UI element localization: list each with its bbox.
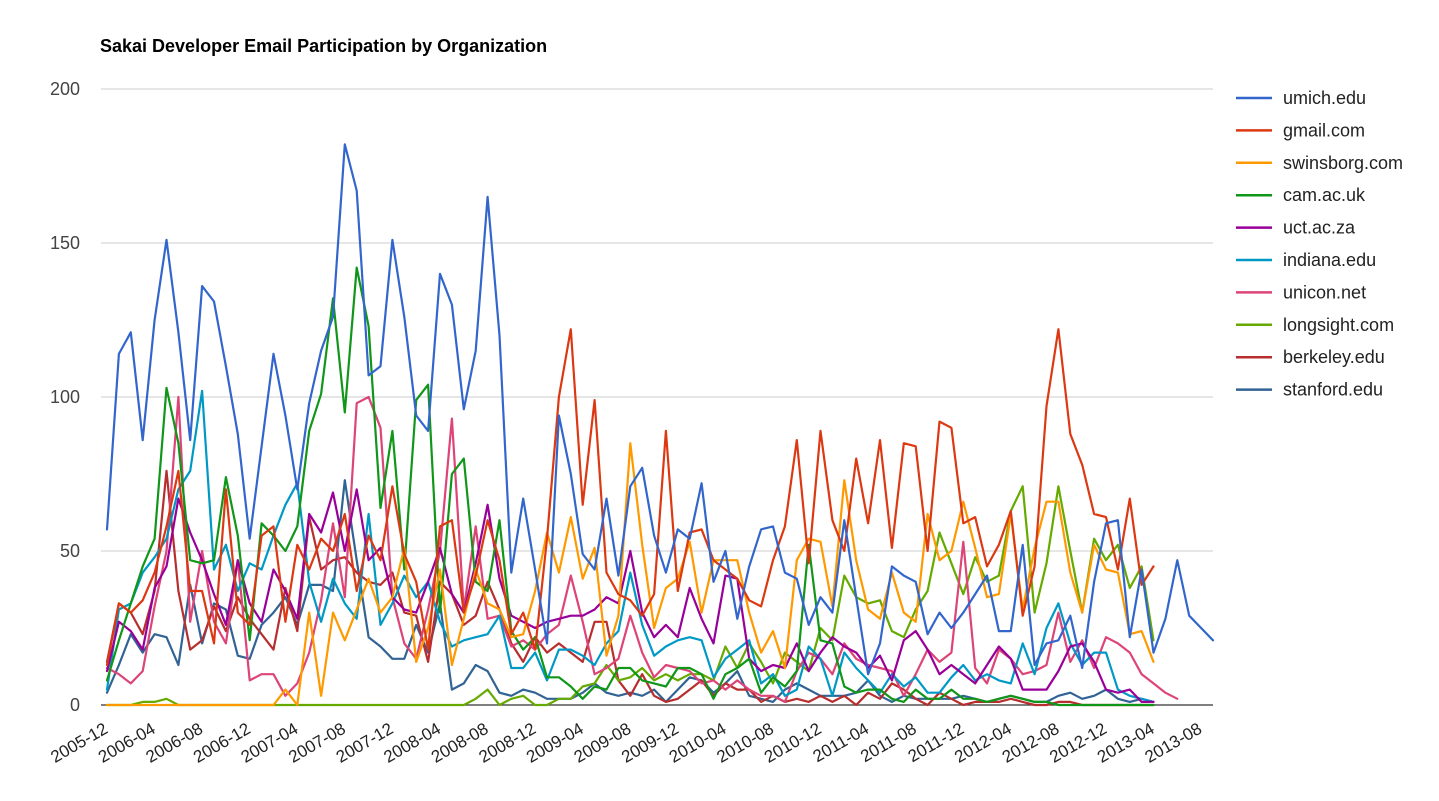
series-line-unicon-net (105, 395, 1179, 704)
legend-item-umich-edu: umich.edu (1236, 88, 1366, 108)
legend-label: uct.ac.za (1283, 218, 1356, 238)
legend-label: swinsborg.com (1283, 153, 1403, 173)
legend-item-cam-ac-uk: cam.ac.uk (1236, 185, 1366, 205)
legend-item-berkeley-edu: berkeley.edu (1236, 347, 1385, 367)
legend-label: berkeley.edu (1283, 347, 1385, 367)
legend-item-longsight-com: longsight.com (1236, 315, 1394, 335)
legend-label: umich.edu (1283, 88, 1366, 108)
legend-item-unicon-net: unicon.net (1236, 282, 1366, 302)
series-lines (105, 143, 1215, 707)
series-line-berkeley-edu (105, 469, 1155, 707)
legend-label: stanford.edu (1283, 380, 1383, 400)
series-line-umich-edu (105, 143, 1215, 676)
y-tick-label: 200 (50, 79, 80, 99)
legend-label: cam.ac.uk (1283, 185, 1366, 205)
legend-item-indiana-edu: indiana.edu (1236, 250, 1376, 270)
chart-title: Sakai Developer Email Participation by O… (100, 36, 547, 56)
y-tick-label: 0 (70, 695, 80, 715)
legend-label: unicon.net (1283, 282, 1366, 302)
y-tick-label: 50 (60, 541, 80, 561)
y-axis-ticks: 0 50 100 150 200 (50, 79, 80, 715)
legend-item-stanford-edu: stanford.edu (1236, 380, 1383, 400)
legend-item-gmail-com: gmail.com (1236, 120, 1365, 140)
legend-label: indiana.edu (1283, 250, 1376, 270)
legend-label: gmail.com (1283, 120, 1365, 140)
y-tick-label: 100 (50, 387, 80, 407)
legend-label: longsight.com (1283, 315, 1394, 335)
series-line-swinsborg-com (105, 442, 1155, 707)
series-line-cam-ac-uk (105, 266, 1155, 707)
x-axis-ticks: 2005-122006-042006-082006-122007-042007-… (47, 719, 1205, 767)
legend-item-uct-ac-za: uct.ac.za (1236, 218, 1356, 238)
y-tick-label: 150 (50, 233, 80, 253)
legend: umich.edu gmail.com swinsborg.com cam.ac.uk… (1236, 88, 1403, 400)
legend-item-swinsborg-com: swinsborg.com (1236, 153, 1403, 173)
series-line-gmail-com (105, 328, 1155, 667)
